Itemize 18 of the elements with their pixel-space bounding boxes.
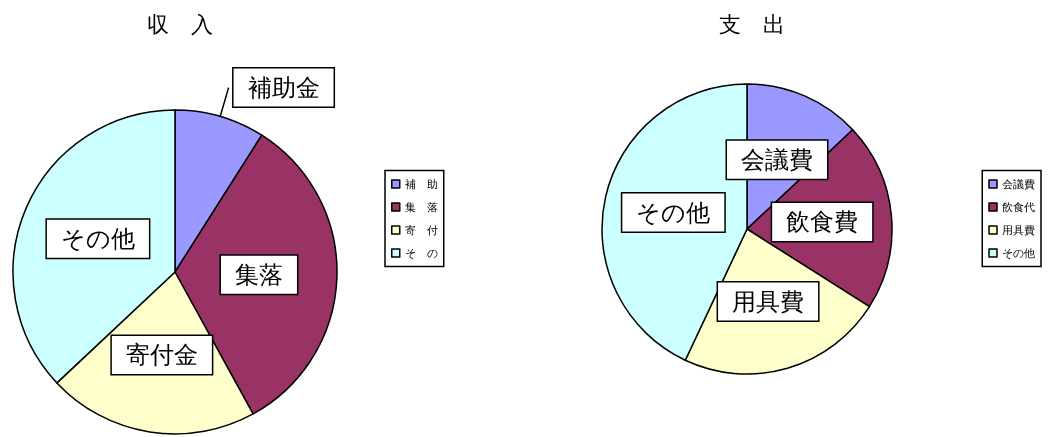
legend-label: 寄 付 (404, 223, 438, 237)
legend-label: その他 (1002, 246, 1035, 260)
legend-label: 会議費 (1002, 177, 1035, 191)
text: 寄付金 (125, 340, 198, 369)
legend-label: そ の (404, 246, 438, 260)
legend-label: 飲食代 (1002, 200, 1035, 214)
slice-label: その他 (636, 198, 711, 227)
slice-label: 会議費 (740, 145, 813, 174)
chart-title: 収 入 (147, 11, 213, 37)
text: 集落 (234, 260, 283, 289)
chart-title: 支 出 (719, 11, 785, 37)
legend-label: 集 落 (404, 200, 438, 214)
legend-label: 用具費 (1002, 223, 1035, 237)
legend-label: 補 助 (404, 177, 438, 191)
text: 飲食費 (786, 207, 859, 236)
slice-label: 用具費 (732, 287, 805, 316)
text: 補助金 (247, 73, 320, 102)
category-label: その他 (60, 224, 135, 253)
